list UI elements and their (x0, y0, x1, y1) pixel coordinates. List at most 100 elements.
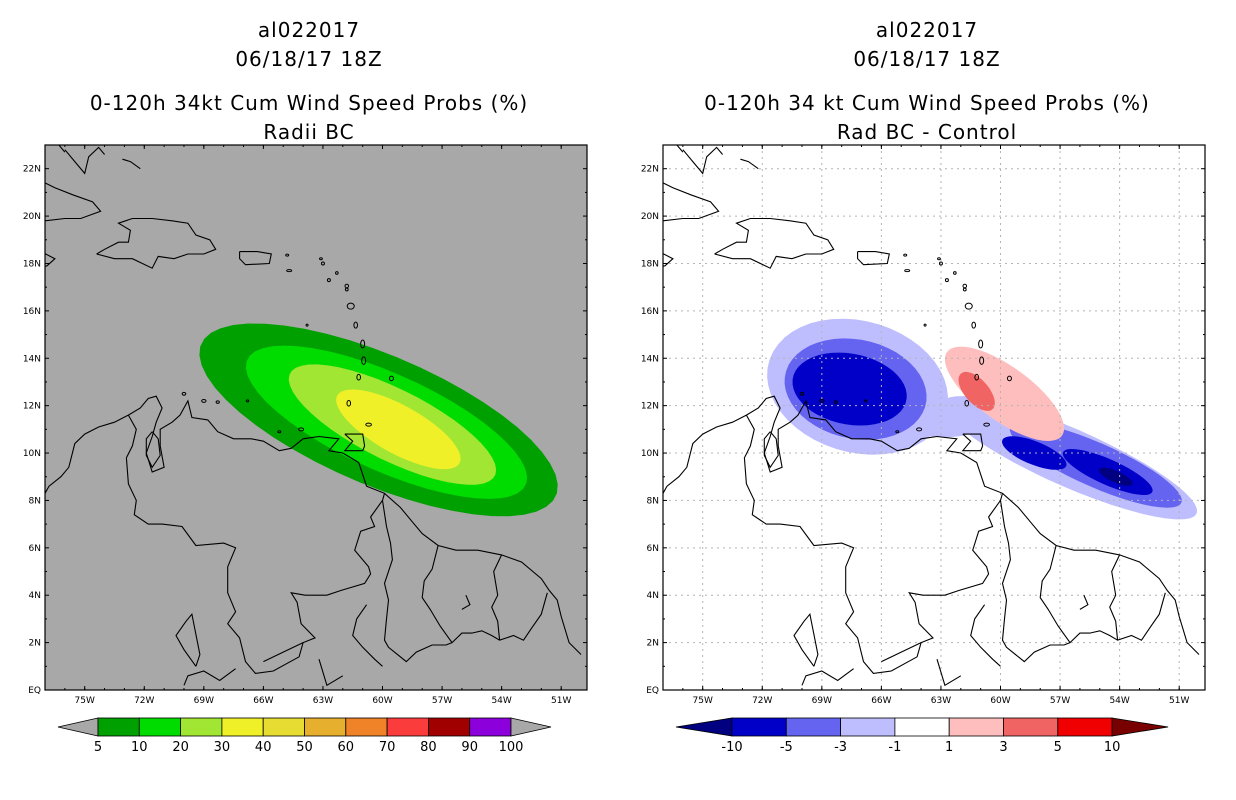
island (360, 339, 366, 349)
island (962, 287, 967, 292)
lon-label: 54W (491, 696, 511, 706)
coastline (183, 668, 236, 686)
lat-label: 4N (29, 591, 41, 601)
left-map-frame (44, 144, 588, 691)
left-map: EQ 2N 4N 6N 8N 10N 12N 14N 16N 18N 20N 22N 75W 72W 69W… (23, 144, 588, 755)
lon-label: 60W (372, 696, 392, 706)
colorbar-segment (731, 717, 787, 737)
colorbar-segment (221, 717, 264, 737)
island (904, 269, 911, 273)
right-colorbar: -10 -5 -3 -1 1 3 5 10 (675, 717, 1169, 755)
coastline (352, 604, 383, 667)
island (305, 323, 309, 327)
lat-label: 20N (23, 212, 41, 222)
colorbar-label: -5 (780, 740, 793, 755)
coastline (263, 642, 304, 663)
island (285, 253, 290, 257)
coastline (801, 668, 854, 686)
colorbar-segment (840, 717, 896, 737)
island (215, 400, 220, 404)
lat-label: 14N (23, 354, 41, 364)
left-map-body: EQ 2N 4N 6N 8N 10N 12N 14N 16N 18N 20N 22N 75W 72W 69W… (23, 144, 588, 706)
right-panel: al022017 06/18/17 18Z 0-120h 34 kt Cum W… (618, 0, 1236, 800)
island (399, 694, 401, 696)
colorbar-label: 10 (1104, 740, 1121, 755)
lon-label: 57W (432, 696, 452, 706)
right-title: 0-120h 34 kt Cum Wind Speed Probs (%) (704, 91, 1150, 115)
lon-label: 75W (693, 696, 713, 706)
coastline (763, 431, 779, 469)
colorbar-under-arrow (57, 717, 99, 737)
island (978, 339, 984, 349)
coastline (45, 182, 102, 222)
lat-label: 18N (641, 259, 659, 269)
lon-label: 57W (1050, 696, 1070, 706)
coastline (663, 253, 674, 267)
lat-label: 14N (641, 354, 659, 364)
colorbar-segment (97, 717, 140, 737)
right-map: EQ 2N 4N 6N 8N 10N 12N 14N 16N 18N 20N 22N 75W 72W 69W… (641, 144, 1206, 755)
island (944, 278, 949, 283)
diff-plus-3 (958, 371, 995, 411)
lat-label: 22N (641, 165, 659, 175)
colorbar-segment (948, 717, 1004, 737)
lon-label: 54W (1109, 696, 1129, 706)
island (937, 257, 941, 261)
lat-label: 6N (647, 544, 659, 554)
coastline (64, 146, 106, 175)
coastline (740, 158, 759, 170)
left-coastlines (45, 145, 582, 696)
lon-label: 72W (752, 696, 772, 706)
island (335, 271, 339, 275)
island (1017, 694, 1019, 696)
lon-label: 60W (990, 696, 1010, 706)
colorbar-under-arrow (675, 717, 733, 737)
coastline (881, 642, 922, 663)
left-colorbar: 5 10 20 30 40 50 60 70 80 90 100 (57, 717, 552, 755)
island (346, 302, 355, 310)
colorbar-label: -10 (721, 740, 742, 755)
island (923, 323, 927, 327)
island (953, 271, 957, 275)
island (361, 356, 367, 365)
island (916, 427, 923, 432)
lat-label: 20N (641, 212, 659, 222)
island (863, 399, 868, 403)
diff-minus-10-west (792, 352, 907, 426)
colorbar-label: 50 (296, 740, 313, 755)
coastline (663, 395, 1200, 655)
colorbar-segment (785, 717, 842, 737)
island (346, 399, 352, 407)
island (326, 278, 331, 283)
island (353, 321, 359, 329)
colorbar-segment (138, 717, 182, 737)
right-subtitle: Rad BC - Control (836, 120, 1018, 144)
island (979, 356, 985, 365)
lat-label: 6N (29, 544, 41, 554)
coastline (970, 604, 1001, 667)
lon-label: 72W (134, 696, 154, 706)
colorbar-label: 90 (461, 740, 478, 755)
lon-label: 51W (551, 696, 571, 706)
contour-30 (336, 389, 461, 470)
island (320, 261, 325, 266)
island (298, 427, 305, 432)
right-map-body: EQ 2N 4N 6N 8N 10N 12N 14N 16N 18N 20N 22N 75W 72W 69W… (641, 144, 1206, 706)
island (344, 287, 349, 292)
colorbar-label: 30 (214, 740, 231, 755)
right-map-frame (662, 144, 1206, 691)
lat-label: 4N (647, 591, 659, 601)
lon-label: 63W (313, 696, 333, 706)
island (983, 422, 990, 427)
island (964, 399, 970, 407)
colorbar-label: 1 (945, 740, 953, 755)
coastline (961, 433, 984, 452)
coastline (122, 158, 141, 170)
right-datetime: 06/18/17 18Z (853, 47, 1001, 71)
lon-label: 66W (871, 696, 891, 706)
colorbar-label: 70 (379, 740, 396, 755)
coastline (743, 414, 1004, 674)
coastline (461, 594, 471, 610)
diff-minus-10-mid (1002, 436, 1067, 470)
island (974, 373, 979, 381)
